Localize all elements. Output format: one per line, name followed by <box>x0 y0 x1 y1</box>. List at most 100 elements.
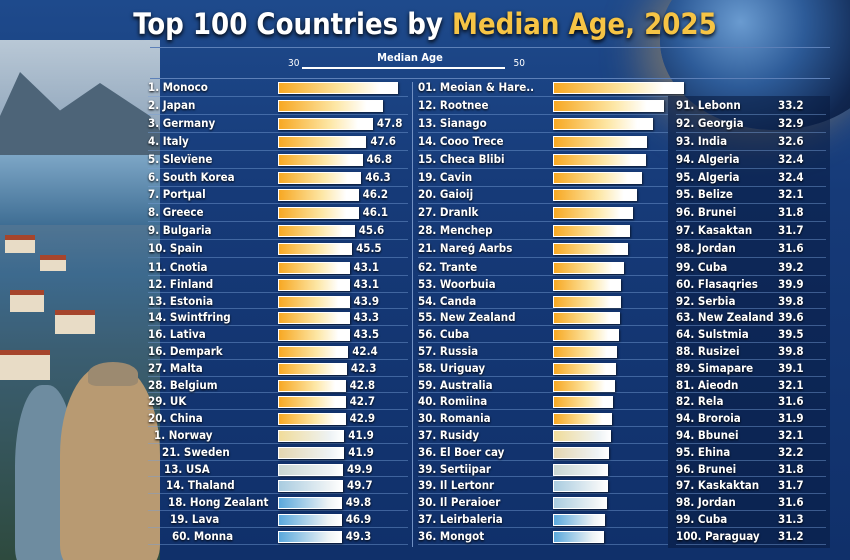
chart-row: 54. Canda <box>418 293 668 310</box>
value-label: 39.6 <box>778 310 804 325</box>
chart-row: 1. Monoco <box>148 79 408 97</box>
bar <box>553 379 615 392</box>
country-label: 89. Simapare <box>676 360 754 375</box>
value-label: 31.2 <box>778 528 804 543</box>
chart-row: 88. Rusizei 39.8 <box>676 343 826 360</box>
value-label: 46.9 <box>345 512 372 526</box>
value-label: 32.1 <box>778 377 804 392</box>
axis-header: 30 Median Age 50 <box>285 50 535 70</box>
chart-row: 3. Germany 47.8 <box>148 115 408 133</box>
bar <box>278 262 350 274</box>
country-label: 92. Serbia <box>676 293 736 308</box>
value-label: 39.2 <box>778 260 804 274</box>
chart-row: 59. Australia <box>418 377 668 394</box>
country-label: 81. Aieodn <box>676 377 739 392</box>
bar <box>553 153 646 166</box>
chart-row: 12. Finland 43.1 <box>148 276 408 293</box>
value-label: 42.3 <box>350 360 377 375</box>
chart-row: 97. Kasaktan 31.7 <box>676 222 826 241</box>
country-label: 98. Jordan <box>676 241 736 256</box>
chart-row: 63. New Zealand 39.6 <box>676 309 826 327</box>
bar <box>553 362 616 375</box>
chart-row: 9. Bulgaria 45.6 <box>148 222 408 241</box>
country-label: 97. Kasaktan <box>676 223 753 238</box>
country-label: 56. Cuba <box>418 327 470 342</box>
chart-row: 27. Dranlk <box>418 204 668 223</box>
value-label: 45.6 <box>358 223 385 238</box>
value-label: 32.4 <box>778 169 804 184</box>
chart-row: 36. Mongot <box>418 528 668 545</box>
country-label: 30. Il Peraioer <box>418 495 501 510</box>
bar <box>553 225 631 238</box>
bar <box>553 514 606 526</box>
chart-row: 92. Serbia 39.8 <box>676 293 826 310</box>
country-label: 82. Rela <box>676 394 724 409</box>
value-label: 39.5 <box>778 327 804 342</box>
country-label: 20. Gaioij <box>418 187 474 202</box>
value-label: 46.8 <box>366 151 393 166</box>
country-label: 21. Nareģ Aarbs <box>418 241 513 256</box>
country-label: 94. Broroia <box>676 411 741 426</box>
value-label: 46.2 <box>362 187 389 202</box>
country-label: 39. Il Lertonr <box>418 478 495 493</box>
chart-row: 94. Broroia 31.9 <box>676 410 826 427</box>
country-label: 95. Ehina <box>676 444 731 459</box>
country-label: 95. Algeria <box>676 169 740 184</box>
bar <box>278 99 384 112</box>
bar <box>278 82 398 94</box>
bar <box>278 312 350 325</box>
value-label: 43.5 <box>353 327 380 342</box>
axis-max-label: 50 <box>513 58 525 69</box>
chart-row: 82. Rela 31.6 <box>676 393 826 411</box>
bar <box>553 329 619 342</box>
country-label: 27. Dranlk <box>418 205 479 220</box>
bar <box>553 430 611 442</box>
chart-row: 37. Leirbaleria <box>418 511 668 528</box>
value-label: 42.9 <box>349 411 376 426</box>
chart-row: 4. Italy 47.6 <box>148 133 408 151</box>
chart-row: 13. USA 49.9 <box>148 461 408 478</box>
country-label: 2. Japan <box>148 97 196 112</box>
country-label: 99. Cuba <box>676 512 728 526</box>
value-label: 31.6 <box>778 241 804 256</box>
bar <box>278 379 346 392</box>
chart-row: 19. Lava 46.9 <box>148 511 408 528</box>
chart-row: 60. Monna 49.3 <box>148 528 408 545</box>
country-label: 57. Russia <box>418 344 479 358</box>
country-label: 94. Bbunei <box>676 428 739 442</box>
bar <box>553 295 622 308</box>
value-label: 32.2 <box>778 444 804 459</box>
country-label: 1. Norway <box>154 428 213 442</box>
value-label: 43.1 <box>353 276 380 291</box>
chart-row: 30. Romania <box>418 410 668 427</box>
chart-row: 29. UK 42.7 <box>148 393 408 411</box>
value-label: 31.8 <box>778 461 804 476</box>
chart-row: 2. Japan <box>148 97 408 115</box>
village-lake-photo <box>0 40 160 560</box>
bar <box>278 329 350 342</box>
chart-row: 64. Sulstmia 39.5 <box>676 326 826 343</box>
chart-row: 95. Belize 32.1 <box>676 186 826 205</box>
chart-row: 92. Georgia 32.9 <box>676 115 826 133</box>
chart-row: 89. Simapare 39.1 <box>676 360 826 377</box>
country-label: 88. Rusizei <box>676 344 740 358</box>
chart-row: 60. Flasaqries 39.9 <box>676 276 826 293</box>
chart-row: 8. Greece 46.1 <box>148 204 408 223</box>
chart-row: 28. Menchep <box>418 222 668 241</box>
country-label: 11. Cnotia <box>148 260 208 274</box>
country-label: 14. Cooo Trece <box>418 133 504 148</box>
value-label: 31.6 <box>778 394 804 409</box>
chart-row: 11. Cnotia 43.1 <box>148 259 408 276</box>
value-label: 32.9 <box>778 115 804 130</box>
country-label: 36. Mongot <box>418 528 485 543</box>
country-label: 97. Kaskaktan <box>676 478 760 493</box>
value-label: 32.1 <box>778 187 804 202</box>
chart-row: 6. South Korea 46.3 <box>148 169 408 187</box>
country-label: 28. Menchep <box>418 223 493 238</box>
chart-row: 99. Cuba 31.3 <box>676 511 826 528</box>
chart-row: 18. Hong Zealant 49.8 <box>148 494 408 511</box>
column-divider <box>412 82 413 547</box>
bar <box>278 362 347 375</box>
country-label: 96. Brunei <box>676 461 737 476</box>
value-label: 31.8 <box>778 205 804 220</box>
